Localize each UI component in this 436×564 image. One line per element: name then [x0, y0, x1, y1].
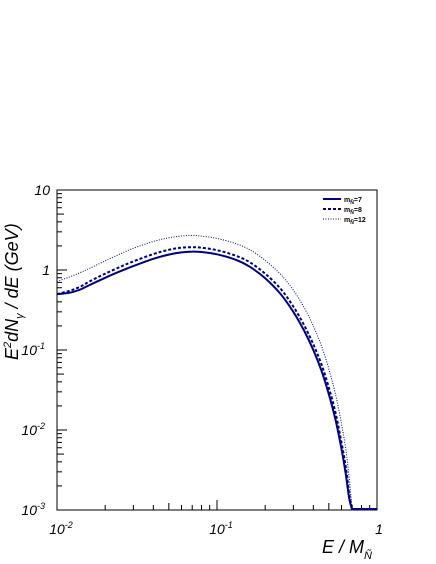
data-curves — [56, 234, 377, 511]
x-axis-label-main: E / M — [322, 537, 364, 557]
x-tick-base: 1 — [375, 521, 383, 537]
legend-entry: mÑ=7 — [344, 197, 362, 206]
legend-prefix: m — [344, 207, 350, 214]
y-tick-label: 1 — [42, 262, 50, 278]
y-tick-exp: -1 — [37, 341, 45, 351]
series-line-dotted — [56, 234, 353, 511]
series-line-solid — [56, 250, 354, 511]
svg-text:E / MÑ: E / MÑ — [322, 537, 372, 562]
y-tick-base: 1 — [42, 262, 50, 278]
axis-ticks — [56, 193, 371, 511]
legend: mÑ=7mÑ=8mÑ=12 — [323, 197, 366, 226]
y-axis-label-sub: γ — [14, 312, 26, 319]
legend-sub: Ñ — [350, 209, 354, 216]
y-tick-label: 10-1 — [21, 341, 45, 358]
plot-border — [56, 189, 378, 511]
svg-text:E2dNγ / dE (GeV): E2dNγ / dE (GeV) — [2, 223, 26, 360]
x-tick-exp: -2 — [65, 520, 73, 530]
legend-suffix: =12 — [354, 217, 366, 224]
x-tick-label: 10-1 — [209, 520, 233, 537]
legend-suffix: =8 — [354, 207, 362, 214]
x-tick-label: 10-2 — [49, 520, 73, 537]
legend-suffix: =7 — [354, 197, 362, 204]
y-axis-label-main: E — [2, 347, 22, 360]
y-tick-label: 10-2 — [21, 421, 45, 438]
x-tick-label: 1 — [375, 521, 383, 537]
legend-entry: mÑ=8 — [344, 207, 362, 216]
y-tick-label: 10-3 — [21, 501, 45, 518]
x-tick-base: 10 — [209, 521, 225, 537]
legend-entry: mÑ=12 — [344, 217, 366, 226]
legend-prefix: m — [344, 217, 350, 224]
y-axis-label-tail: / dE (GeV) — [2, 223, 22, 313]
y-tick-base: 10 — [21, 502, 37, 518]
y-tick-base: 10 — [34, 182, 50, 198]
y-axis-label-mid: dN — [2, 318, 22, 342]
plot-frame — [56, 189, 378, 511]
x-axis-label-sub: Ñ — [364, 549, 372, 562]
legend-sub: Ñ — [350, 199, 354, 206]
legend-sub: Ñ — [350, 219, 354, 226]
legend-prefix: m — [344, 197, 350, 204]
y-tick-base: 10 — [21, 342, 37, 358]
x-axis-label: E / MÑ — [322, 537, 372, 562]
x-tick-base: 10 — [49, 521, 65, 537]
y-tick-base: 10 — [21, 422, 37, 438]
series-line-dashed — [56, 246, 354, 511]
y-tick-label: 10 — [34, 182, 50, 198]
y-axis-label-sup: 2 — [2, 342, 14, 349]
y-tick-exp: -3 — [37, 501, 45, 511]
y-axis-label: E2dNγ / dE (GeV) — [2, 223, 26, 360]
y-tick-exp: -2 — [37, 421, 45, 431]
x-tick-exp: -1 — [225, 520, 233, 530]
